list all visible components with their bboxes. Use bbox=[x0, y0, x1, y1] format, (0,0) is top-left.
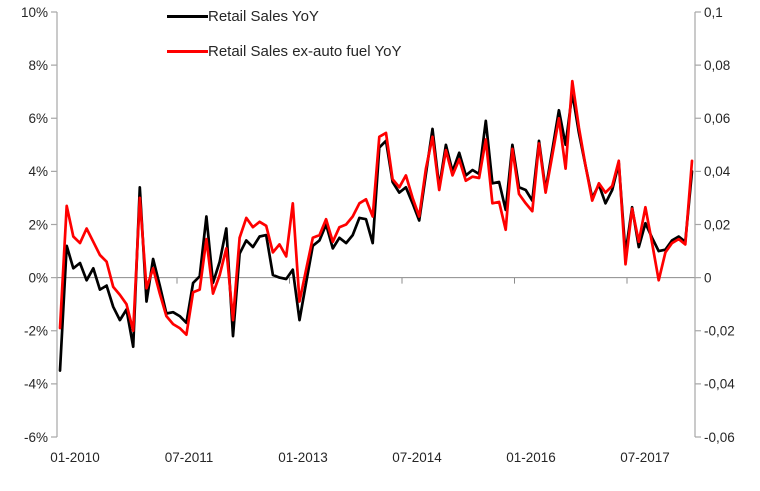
y-axis-label-left: -2% bbox=[24, 324, 48, 339]
x-axis-label: 07-2014 bbox=[392, 450, 442, 465]
x-axis-label: 01-2013 bbox=[278, 450, 328, 465]
x-axis-label: 01-2016 bbox=[506, 450, 556, 465]
y-axis-label-right: -0,02 bbox=[704, 324, 735, 339]
y-axis-label-left: 0% bbox=[28, 270, 48, 285]
y-axis-label-left: 4% bbox=[28, 164, 48, 179]
series-line-retail-sales-yoy bbox=[58, 91, 694, 372]
y-axis-label-right: -0,06 bbox=[704, 430, 735, 445]
x-axis-label: 01-2010 bbox=[50, 450, 100, 465]
legend-label-retail-sales-yoy: Retail Sales YoY bbox=[208, 8, 319, 25]
series-line-retail-sales-ex-auto-fuel-yoy bbox=[58, 79, 694, 337]
y-axis-label-right: 0,1 bbox=[704, 5, 723, 20]
y-axis-label-right: 0,08 bbox=[704, 58, 730, 73]
y-axis-label-left: 8% bbox=[28, 58, 48, 73]
legend-swatch-retail-sales-yoy bbox=[167, 15, 208, 18]
y-axis-label-right: 0 bbox=[704, 270, 712, 285]
y-axis-label-left: -4% bbox=[24, 377, 48, 392]
y-axis-label-left: 2% bbox=[28, 217, 48, 232]
y-axis-label-right: 0,04 bbox=[704, 164, 731, 179]
legend-item-retail-sales-yoy: Retail Sales YoY bbox=[167, 5, 401, 28]
y-axis-label-left: 10% bbox=[21, 5, 48, 20]
y-axis-label-right: -0,04 bbox=[704, 377, 735, 392]
legend-label-retail-sales-ex-auto-fuel-yoy: Retail Sales ex-auto fuel YoY bbox=[208, 43, 402, 60]
y-axis-label-right: 0,06 bbox=[704, 111, 730, 126]
legend-swatch-retail-sales-ex-auto-fuel-yoy bbox=[167, 50, 208, 53]
x-axis-label: 07-2017 bbox=[620, 450, 670, 465]
x-axis-label: 07-2011 bbox=[165, 450, 214, 465]
y-axis-label-left: 6% bbox=[28, 111, 48, 126]
y-axis-label-right: 0,02 bbox=[704, 217, 730, 232]
y-axis-label-left: -6% bbox=[24, 430, 48, 445]
legend-item-retail-sales-ex-auto-fuel-yoy: Retail Sales ex-auto fuel YoY bbox=[167, 40, 401, 63]
legend: Retail Sales YoY Retail Sales ex-auto fu… bbox=[167, 5, 401, 63]
